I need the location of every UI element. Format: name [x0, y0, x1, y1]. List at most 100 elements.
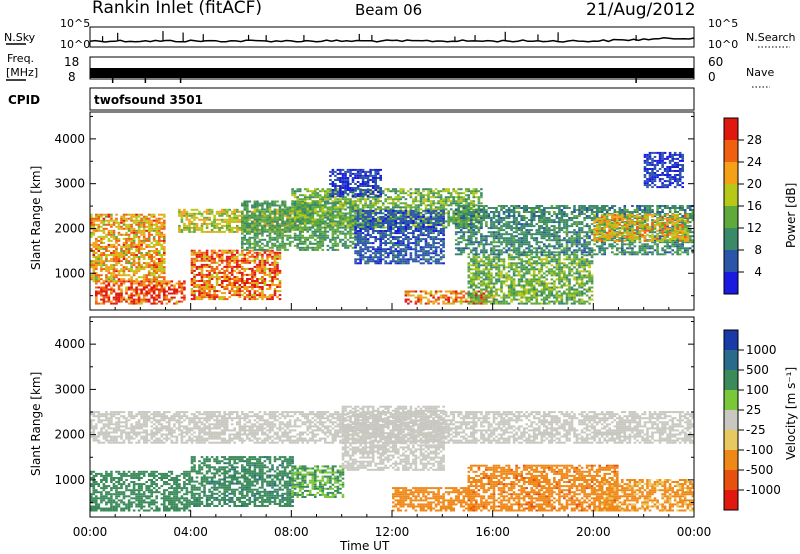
data-cell — [133, 260, 136, 262]
data-cell — [125, 242, 128, 244]
data-cell — [193, 219, 196, 221]
data-cell — [508, 289, 511, 291]
data-cell — [130, 218, 133, 220]
data-cell — [279, 247, 282, 249]
data-cell — [110, 266, 113, 268]
data-cell — [505, 278, 508, 280]
data-cell — [181, 213, 184, 215]
data-cell — [405, 291, 408, 293]
data-cell — [221, 286, 224, 288]
data-cell — [337, 231, 340, 233]
data-cell — [306, 188, 309, 190]
data-cell — [123, 299, 126, 301]
data-cell — [339, 220, 342, 222]
data-cell — [450, 291, 453, 293]
data-cell — [135, 278, 138, 280]
data-cell — [269, 276, 272, 278]
data-cell — [279, 245, 282, 247]
data-cell — [226, 266, 229, 268]
data-cell — [176, 293, 179, 295]
data-cell — [317, 188, 320, 190]
data-cell — [216, 296, 219, 298]
data-cell — [442, 224, 445, 226]
data-cell — [407, 222, 410, 224]
data-cell — [294, 220, 297, 222]
data-cell — [379, 258, 382, 260]
data-cell — [145, 230, 148, 232]
data-cell — [312, 247, 315, 249]
data-cell — [349, 229, 352, 231]
data-cell — [223, 298, 226, 300]
data-cell — [239, 296, 242, 298]
data-cell — [266, 298, 269, 300]
data-cell — [158, 289, 161, 291]
data-cell — [98, 264, 101, 266]
data-cell — [196, 284, 199, 286]
data-cell — [143, 266, 146, 268]
data-cell — [369, 260, 372, 262]
data-cell — [322, 188, 325, 190]
data-cell — [98, 246, 101, 248]
data-cell — [223, 280, 226, 282]
data-cell — [226, 260, 229, 262]
data-cell — [417, 260, 420, 262]
data-cell — [148, 252, 151, 254]
data-cell — [128, 287, 131, 289]
data-cell — [155, 278, 158, 280]
data-cell — [105, 228, 108, 230]
data-cell — [503, 280, 506, 282]
data-cell — [181, 297, 184, 299]
data-cell — [503, 276, 506, 278]
data-cell — [218, 270, 221, 272]
data-cell — [269, 288, 272, 290]
data-cell — [261, 262, 264, 264]
data-cell — [211, 262, 214, 264]
data-cell — [103, 260, 106, 262]
data-cell — [359, 240, 362, 242]
data-cell — [259, 223, 262, 225]
data-cell — [231, 282, 234, 284]
data-cell — [108, 238, 111, 240]
data-cell — [427, 252, 430, 254]
data-cell — [435, 236, 438, 238]
data-cell — [153, 238, 156, 240]
data-cell — [226, 298, 229, 300]
data-cell — [417, 214, 420, 216]
data-cell — [201, 276, 204, 278]
data-cell — [480, 264, 483, 266]
data-cell — [465, 200, 468, 202]
data-cell — [269, 231, 272, 233]
data-cell — [246, 254, 249, 256]
data-cell — [161, 248, 164, 250]
data-cell — [208, 270, 211, 272]
data-cell — [271, 213, 274, 215]
data-cell — [171, 297, 174, 299]
data-cell — [294, 223, 297, 225]
data-cell — [108, 224, 111, 226]
data-cell — [203, 260, 206, 262]
data-cell — [276, 225, 279, 227]
data-cell — [130, 297, 133, 299]
data-cell — [301, 220, 304, 222]
data-cell — [254, 217, 257, 219]
data-cell — [244, 207, 247, 209]
data-cell — [488, 272, 491, 274]
data-cell — [442, 242, 445, 244]
data-cell — [379, 226, 382, 228]
data-cell — [384, 260, 387, 262]
data-cell — [266, 231, 269, 233]
data-cell — [334, 206, 337, 208]
data-cell — [135, 220, 138, 222]
data-cell — [420, 262, 423, 264]
data-cell — [412, 295, 415, 297]
data-cell — [155, 258, 158, 260]
data-cell — [133, 280, 136, 282]
data-cell — [508, 276, 511, 278]
data-cell — [447, 212, 450, 214]
data-cell — [425, 200, 428, 202]
data-cell — [155, 240, 158, 242]
data-cell — [430, 258, 433, 260]
data-cell — [306, 206, 309, 208]
data-cell — [110, 254, 113, 256]
data-cell — [211, 270, 214, 272]
